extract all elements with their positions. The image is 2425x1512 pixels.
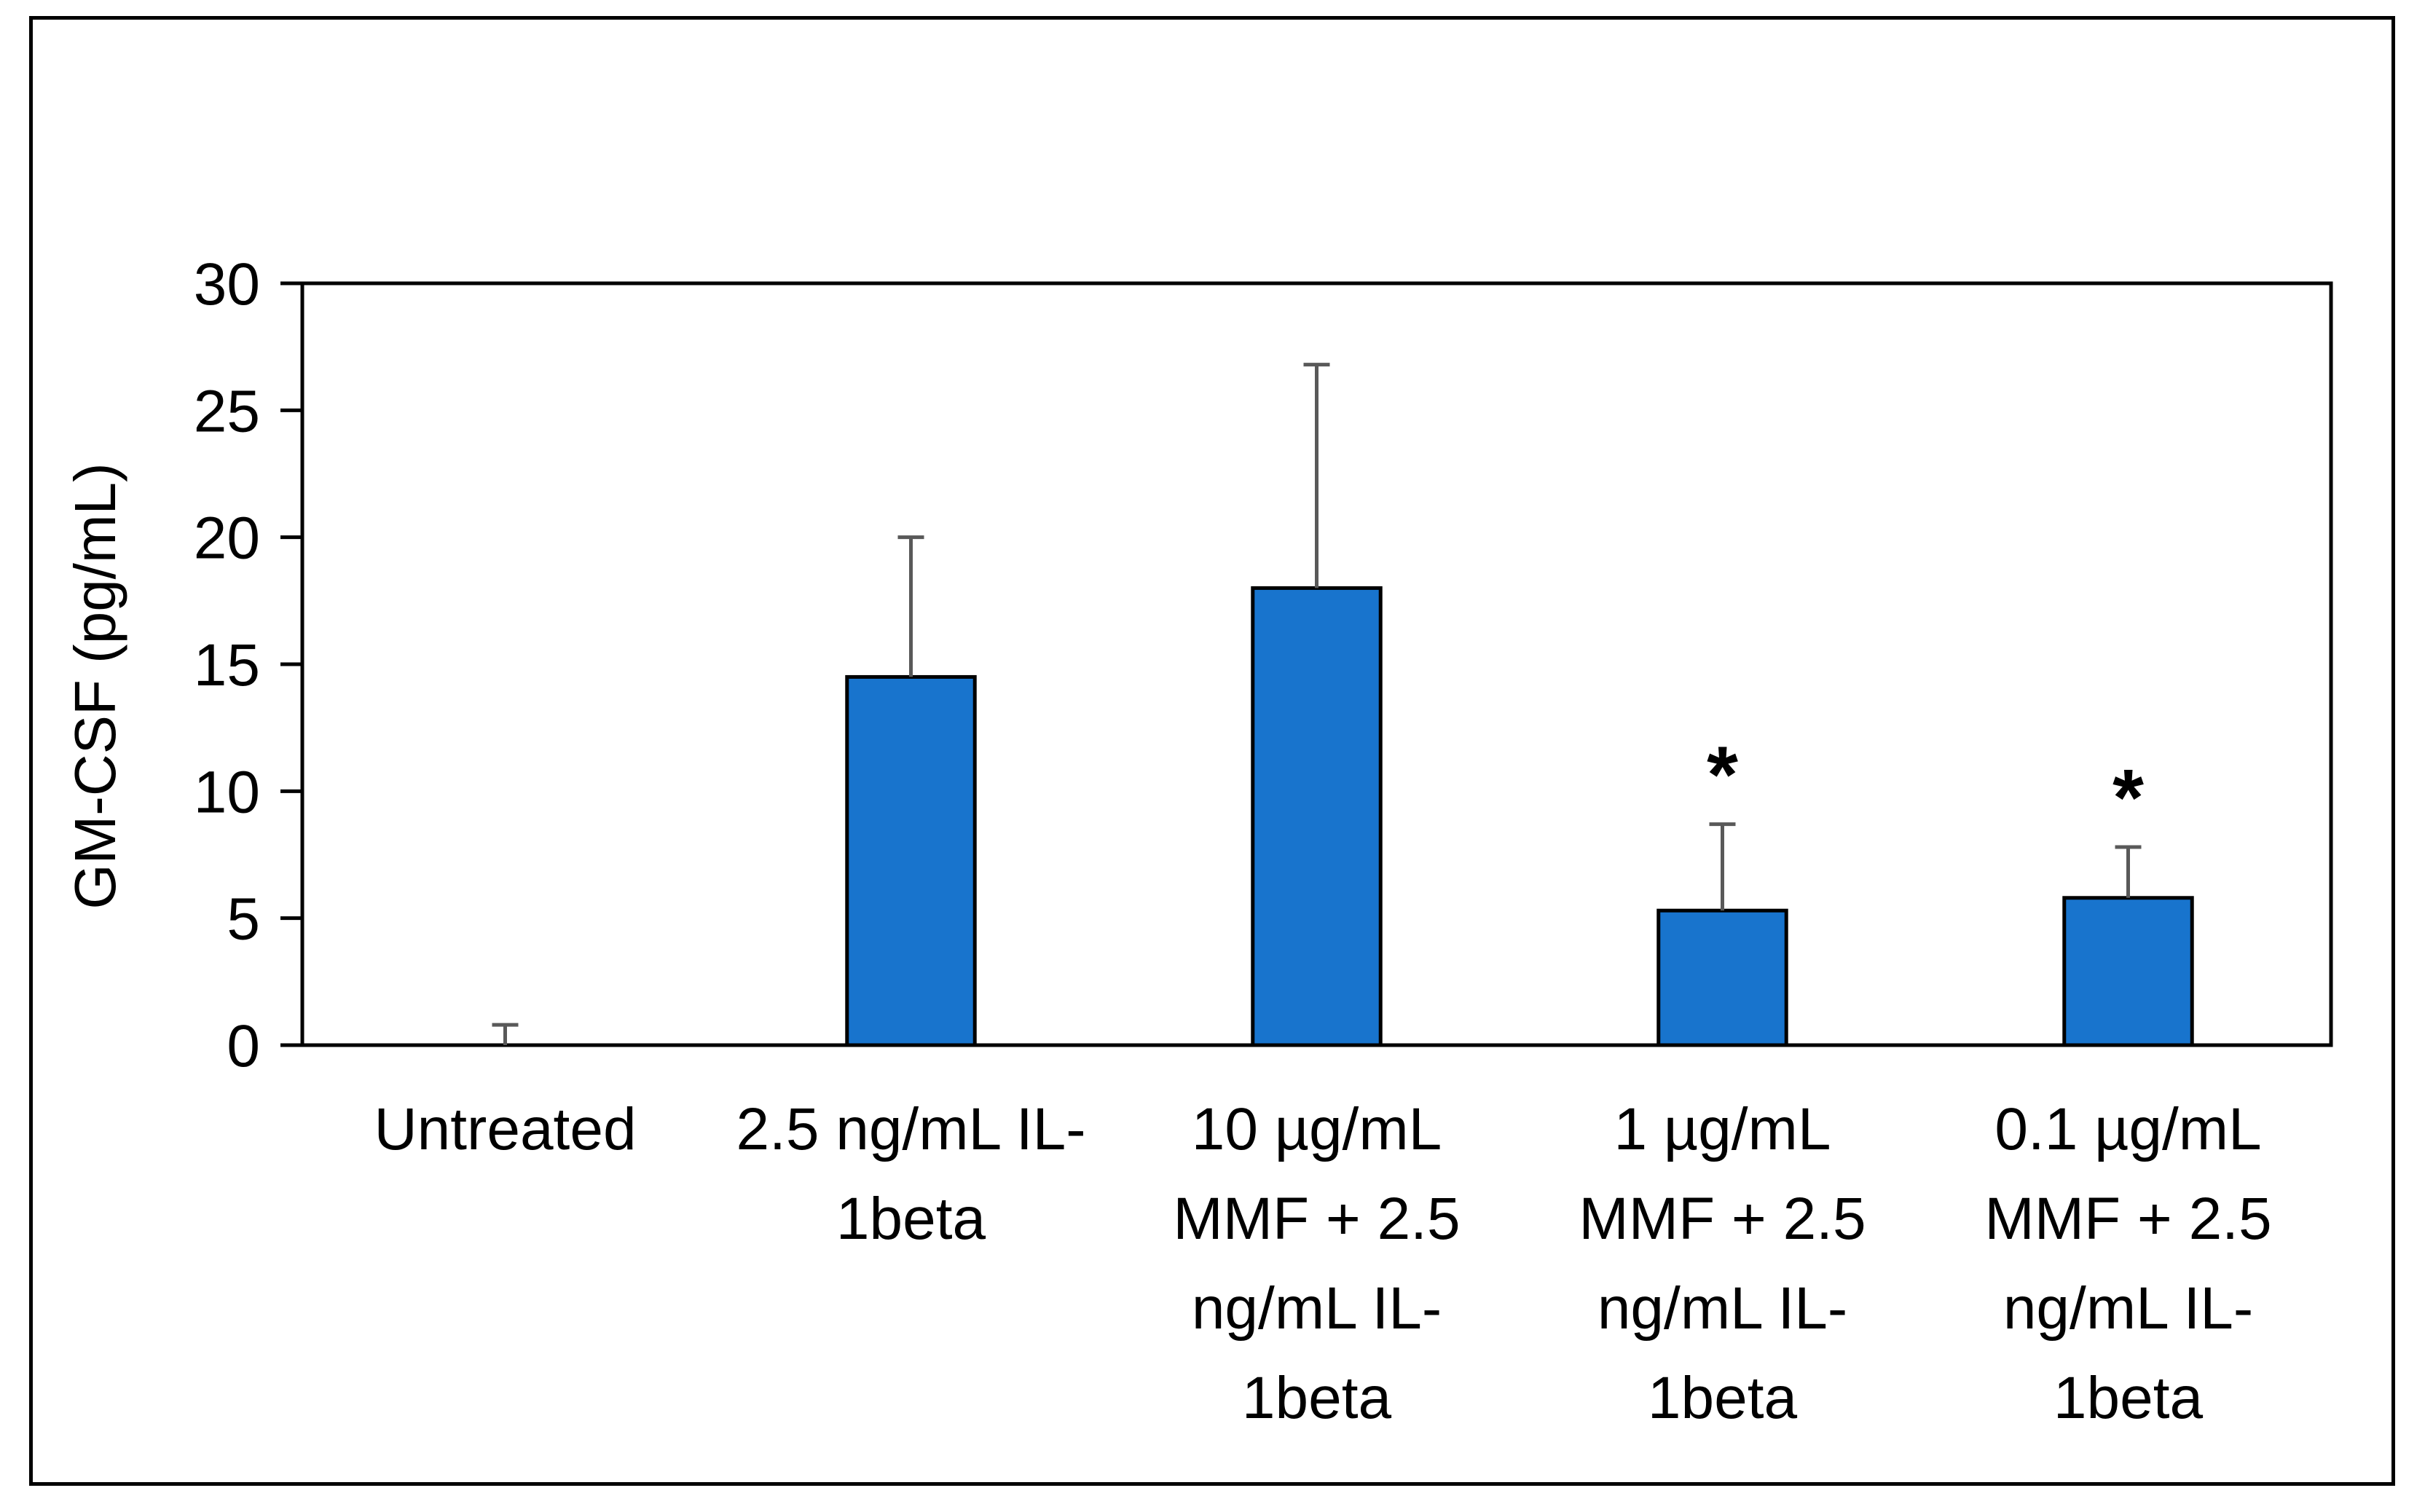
- bar-3: [1251, 586, 1383, 1047]
- x-category-label-3: 10 µg/mL MMF + 2.5 ng/mL IL- 1beta: [1173, 1096, 1460, 1431]
- y-tick-label: 30: [194, 251, 260, 318]
- y-tick-label: 10: [194, 759, 260, 825]
- bar-4: [1656, 908, 1788, 1047]
- bar-2: [845, 674, 977, 1047]
- x-category-label-line: MMF + 2.5: [1579, 1186, 1866, 1252]
- x-category-label-2: 2.5 ng/mL IL- 1beta: [736, 1096, 1085, 1252]
- x-category-label-line: 1beta: [1648, 1365, 1798, 1431]
- x-category-label-line: 10 µg/mL: [1192, 1096, 1442, 1162]
- significance-asterisk-5: *: [2112, 753, 2144, 843]
- x-category-label-line: ng/mL IL-: [1192, 1275, 1442, 1342]
- x-category-label-line: 1beta: [1242, 1365, 1392, 1431]
- x-category-label-line: 0.1 µg/mL: [1994, 1096, 2261, 1162]
- x-category-label-1: Untreated: [374, 1096, 636, 1162]
- x-category-label-line: ng/mL IL-: [1597, 1275, 1847, 1342]
- x-category-label-line: MMF + 2.5: [1173, 1186, 1460, 1252]
- y-tick-label: 20: [194, 505, 260, 572]
- x-category-label-line: 1beta: [2053, 1365, 2204, 1431]
- x-category-label-4: 1 µg/mL MMF + 2.5 ng/mL IL- 1beta: [1579, 1096, 1866, 1431]
- x-category-label-line: 2.5 ng/mL IL-: [736, 1096, 1085, 1162]
- x-category-label-line: 1 µg/mL: [1614, 1096, 1831, 1162]
- error-bars-group: [492, 363, 2142, 1045]
- y-tick-label: 0: [227, 1013, 260, 1079]
- x-category-label-line: MMF + 2.5: [1984, 1186, 2271, 1252]
- bar-5: [2062, 896, 2194, 1047]
- y-tick-label: 5: [227, 886, 260, 953]
- x-category-label-line: ng/mL IL-: [2003, 1275, 2253, 1342]
- significance-asterisk-4: *: [1707, 731, 1738, 820]
- x-category-labels: Untreated 2.5 ng/mL IL- 1beta 10 µg/mL MMF +…: [374, 1096, 2271, 1431]
- y-tick-label: 15: [194, 632, 260, 698]
- x-category-label-5: 0.1 µg/mL MMF + 2.5 ng/mL IL- 1beta: [1984, 1096, 2271, 1431]
- y-axis-title: GM-CSF (pg/mL): [63, 462, 127, 909]
- x-category-label-line: Untreated: [374, 1096, 636, 1162]
- y-tick-labels: 0 5 10 15 20 25 30: [194, 251, 260, 1079]
- chart-frame: 0 5 10 15 20 25 30 Untreated 2.5 ng/mL IL- 1beta…: [29, 16, 2395, 1486]
- significance-marks: * *: [1707, 731, 2144, 843]
- x-category-label-line: 1beta: [836, 1186, 986, 1252]
- y-tick-label: 25: [194, 378, 260, 444]
- bars-group: [845, 586, 2194, 1047]
- bar-chart: 0 5 10 15 20 25 30 Untreated 2.5 ng/mL IL- 1beta…: [63, 251, 2333, 1431]
